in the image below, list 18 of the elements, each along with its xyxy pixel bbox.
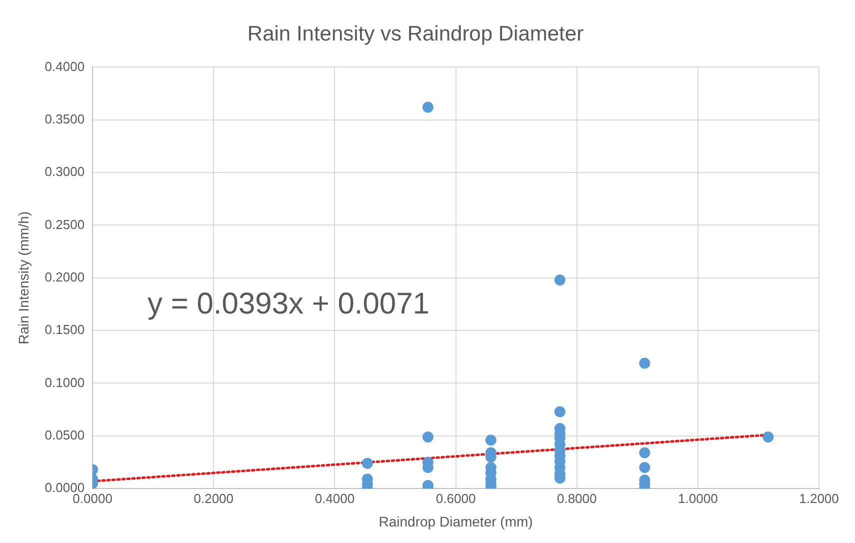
x-tick-label: 0.4000: [314, 490, 355, 506]
y-tick-label: 0.3000: [44, 164, 85, 180]
y-tick-label: 0.2000: [44, 269, 85, 284]
y-tick-label: 0.2500: [44, 216, 85, 232]
x-tick-label: 0.2000: [194, 490, 234, 506]
y-tick-label: 0.4000: [44, 58, 85, 74]
x-tick-label: 0.8000: [556, 490, 597, 506]
annotation: y = 0.0393x + 0.0071: [148, 287, 430, 320]
x-axis-title: Raindrop Diameter (mm): [378, 513, 533, 530]
chart-title: Rain Intensity vs Raindrop Diameter: [247, 22, 584, 46]
y-axis-title: Rain Intensity (mm/h): [15, 211, 32, 344]
x-tick-label: 1.0000: [678, 490, 718, 506]
x-tick-label: 0.6000: [436, 490, 476, 506]
y-tick-label: 0.1500: [44, 322, 85, 338]
y-tick-label: 0.1000: [44, 374, 85, 390]
y-tick-label: 0.0500: [44, 428, 85, 443]
y-tick-label: 0.3500: [44, 111, 85, 126]
x-tick-label: 1.2000: [799, 490, 839, 506]
